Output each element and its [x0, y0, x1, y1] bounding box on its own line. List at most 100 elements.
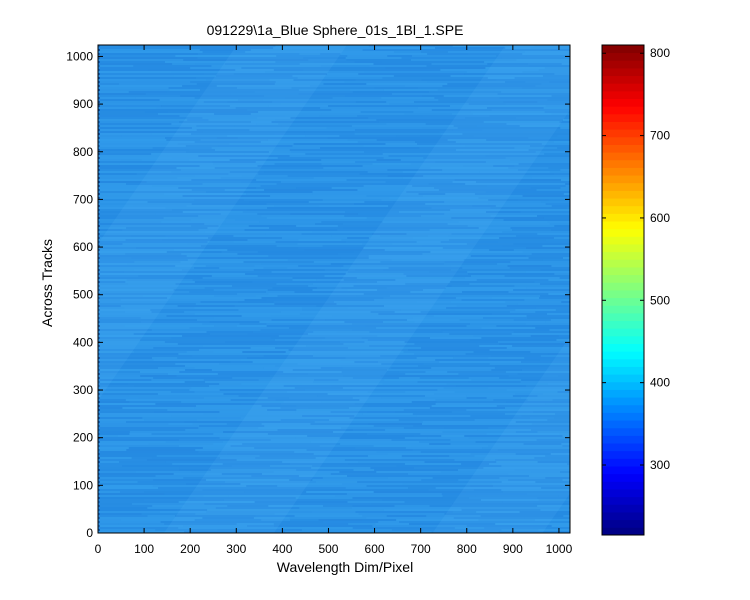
- x-tick-label: 100: [134, 542, 154, 556]
- colorbar-band: [602, 90, 644, 99]
- y-tick-label: 700: [73, 192, 93, 206]
- colorbar-band: [602, 496, 644, 505]
- y-tick-label: 800: [73, 145, 93, 159]
- colorbar-band: [602, 358, 644, 367]
- colorbar-band: [602, 136, 644, 145]
- colorbar-tick-label: 500: [650, 293, 670, 307]
- colorbar-band: [602, 213, 644, 222]
- colorbar-band: [602, 404, 644, 413]
- colorbar-band: [602, 274, 644, 283]
- heatmap-diagonal-banding: [98, 45, 570, 533]
- y-tick-label: 500: [73, 288, 93, 302]
- colorbar-band: [602, 198, 644, 207]
- colorbar-band: [602, 175, 644, 184]
- colorbar-band: [602, 443, 644, 452]
- colorbar-band: [602, 290, 644, 299]
- colorbar-band: [602, 420, 644, 429]
- colorbar-band: [602, 320, 644, 329]
- plot-area: [97, 44, 571, 534]
- colorbar-band: [602, 297, 644, 306]
- colorbar-band: [602, 374, 644, 383]
- x-tick-label: 400: [272, 542, 292, 556]
- x-axis-label: Wavelength Dim/Pixel: [277, 559, 413, 575]
- colorbar-tick-label: 700: [650, 129, 670, 143]
- x-axis: 0 100 200 300 400 500 600 700 800 900 1000: [95, 45, 573, 556]
- colorbar-band: [602, 228, 644, 237]
- colorbar-ticks: 300 400 500 600 700 800: [602, 46, 670, 472]
- colorbar-band: [602, 60, 644, 69]
- x-tick-label: 200: [180, 542, 200, 556]
- colorbar-band: [602, 98, 644, 107]
- x-tick-label: 500: [318, 542, 338, 556]
- colorbar-band: [602, 312, 644, 322]
- x-tick-label: 900: [503, 542, 523, 556]
- colorbar-band: [602, 129, 644, 138]
- colorbar-band: [602, 389, 644, 398]
- colorbar-band: [602, 305, 644, 314]
- x-tick-label: 0: [95, 542, 102, 556]
- colorbar-band: [602, 159, 644, 168]
- colorbar-band: [602, 244, 644, 253]
- colorbar-band: [602, 113, 644, 122]
- colorbar-band: [602, 251, 644, 260]
- colorbar-band: [602, 282, 644, 291]
- y-tick-label: 100: [73, 478, 93, 492]
- x-tick-label: 800: [457, 542, 477, 556]
- colorbar-band: [602, 167, 644, 176]
- y-tick-label: 0: [86, 526, 93, 540]
- colorbar-tick-label: 300: [650, 458, 670, 472]
- colorbar-band: [602, 236, 644, 245]
- colorbar-band: [602, 412, 644, 421]
- colorbar-tick-label: 400: [650, 376, 670, 390]
- colorbar-band: [602, 381, 644, 390]
- colorbar-band: [602, 83, 644, 92]
- colorbar-band: [602, 397, 644, 406]
- colorbar: 300 400 500 600 700 800: [601, 44, 670, 536]
- y-axis-label: Across Tracks: [39, 239, 55, 327]
- colorbar-band: [602, 366, 644, 375]
- plot-frame: [97, 44, 571, 534]
- colorbar-band: [602, 45, 644, 54]
- colorbar-bands: [602, 45, 644, 536]
- y-tick-label: 1000: [66, 49, 93, 63]
- colorbar-band: [602, 121, 644, 130]
- y-tick-label: 200: [73, 431, 93, 445]
- colorbar-band: [602, 435, 644, 444]
- colorbar-frame: [601, 44, 645, 536]
- x-tick-label: 1000: [546, 542, 573, 556]
- x-tick-label: 600: [365, 542, 385, 556]
- colorbar-band: [602, 67, 644, 77]
- y-tick-label: 300: [73, 383, 93, 397]
- colorbar-band: [602, 221, 644, 230]
- colorbar-band: [602, 489, 644, 498]
- colorbar-band: [602, 512, 644, 521]
- colorbar-band: [602, 519, 644, 528]
- colorbar-band: [602, 473, 644, 482]
- y-tick-label: 400: [73, 335, 93, 349]
- colorbar-tick-label: 800: [650, 46, 670, 60]
- colorbar-band: [602, 335, 644, 344]
- colorbar-tick-label: 600: [650, 211, 670, 225]
- colorbar-band: [602, 106, 644, 115]
- colorbar-band: [602, 527, 644, 536]
- colorbar-band: [602, 458, 644, 467]
- colorbar-band: [602, 481, 644, 490]
- colorbar-band: [602, 205, 644, 214]
- colorbar-band: [602, 182, 644, 191]
- colorbar-band: [602, 152, 644, 161]
- colorbar-band: [602, 351, 644, 360]
- colorbar-band: [602, 466, 644, 475]
- y-tick-label: 600: [73, 240, 93, 254]
- colorbar-band: [602, 427, 644, 436]
- colorbar-band: [602, 75, 644, 84]
- y-tick-label: 900: [73, 97, 93, 111]
- x-tick-label: 300: [226, 542, 246, 556]
- y-axis: 0 100 200 300 400 500 600 700 800 900 1000: [66, 49, 570, 540]
- colorbar-band: [602, 144, 644, 153]
- colorbar-band: [602, 267, 644, 276]
- colorbar-band: [602, 504, 644, 513]
- colorbar-band: [602, 450, 644, 459]
- x-tick-label: 700: [411, 542, 431, 556]
- colorbar-band: [602, 343, 644, 352]
